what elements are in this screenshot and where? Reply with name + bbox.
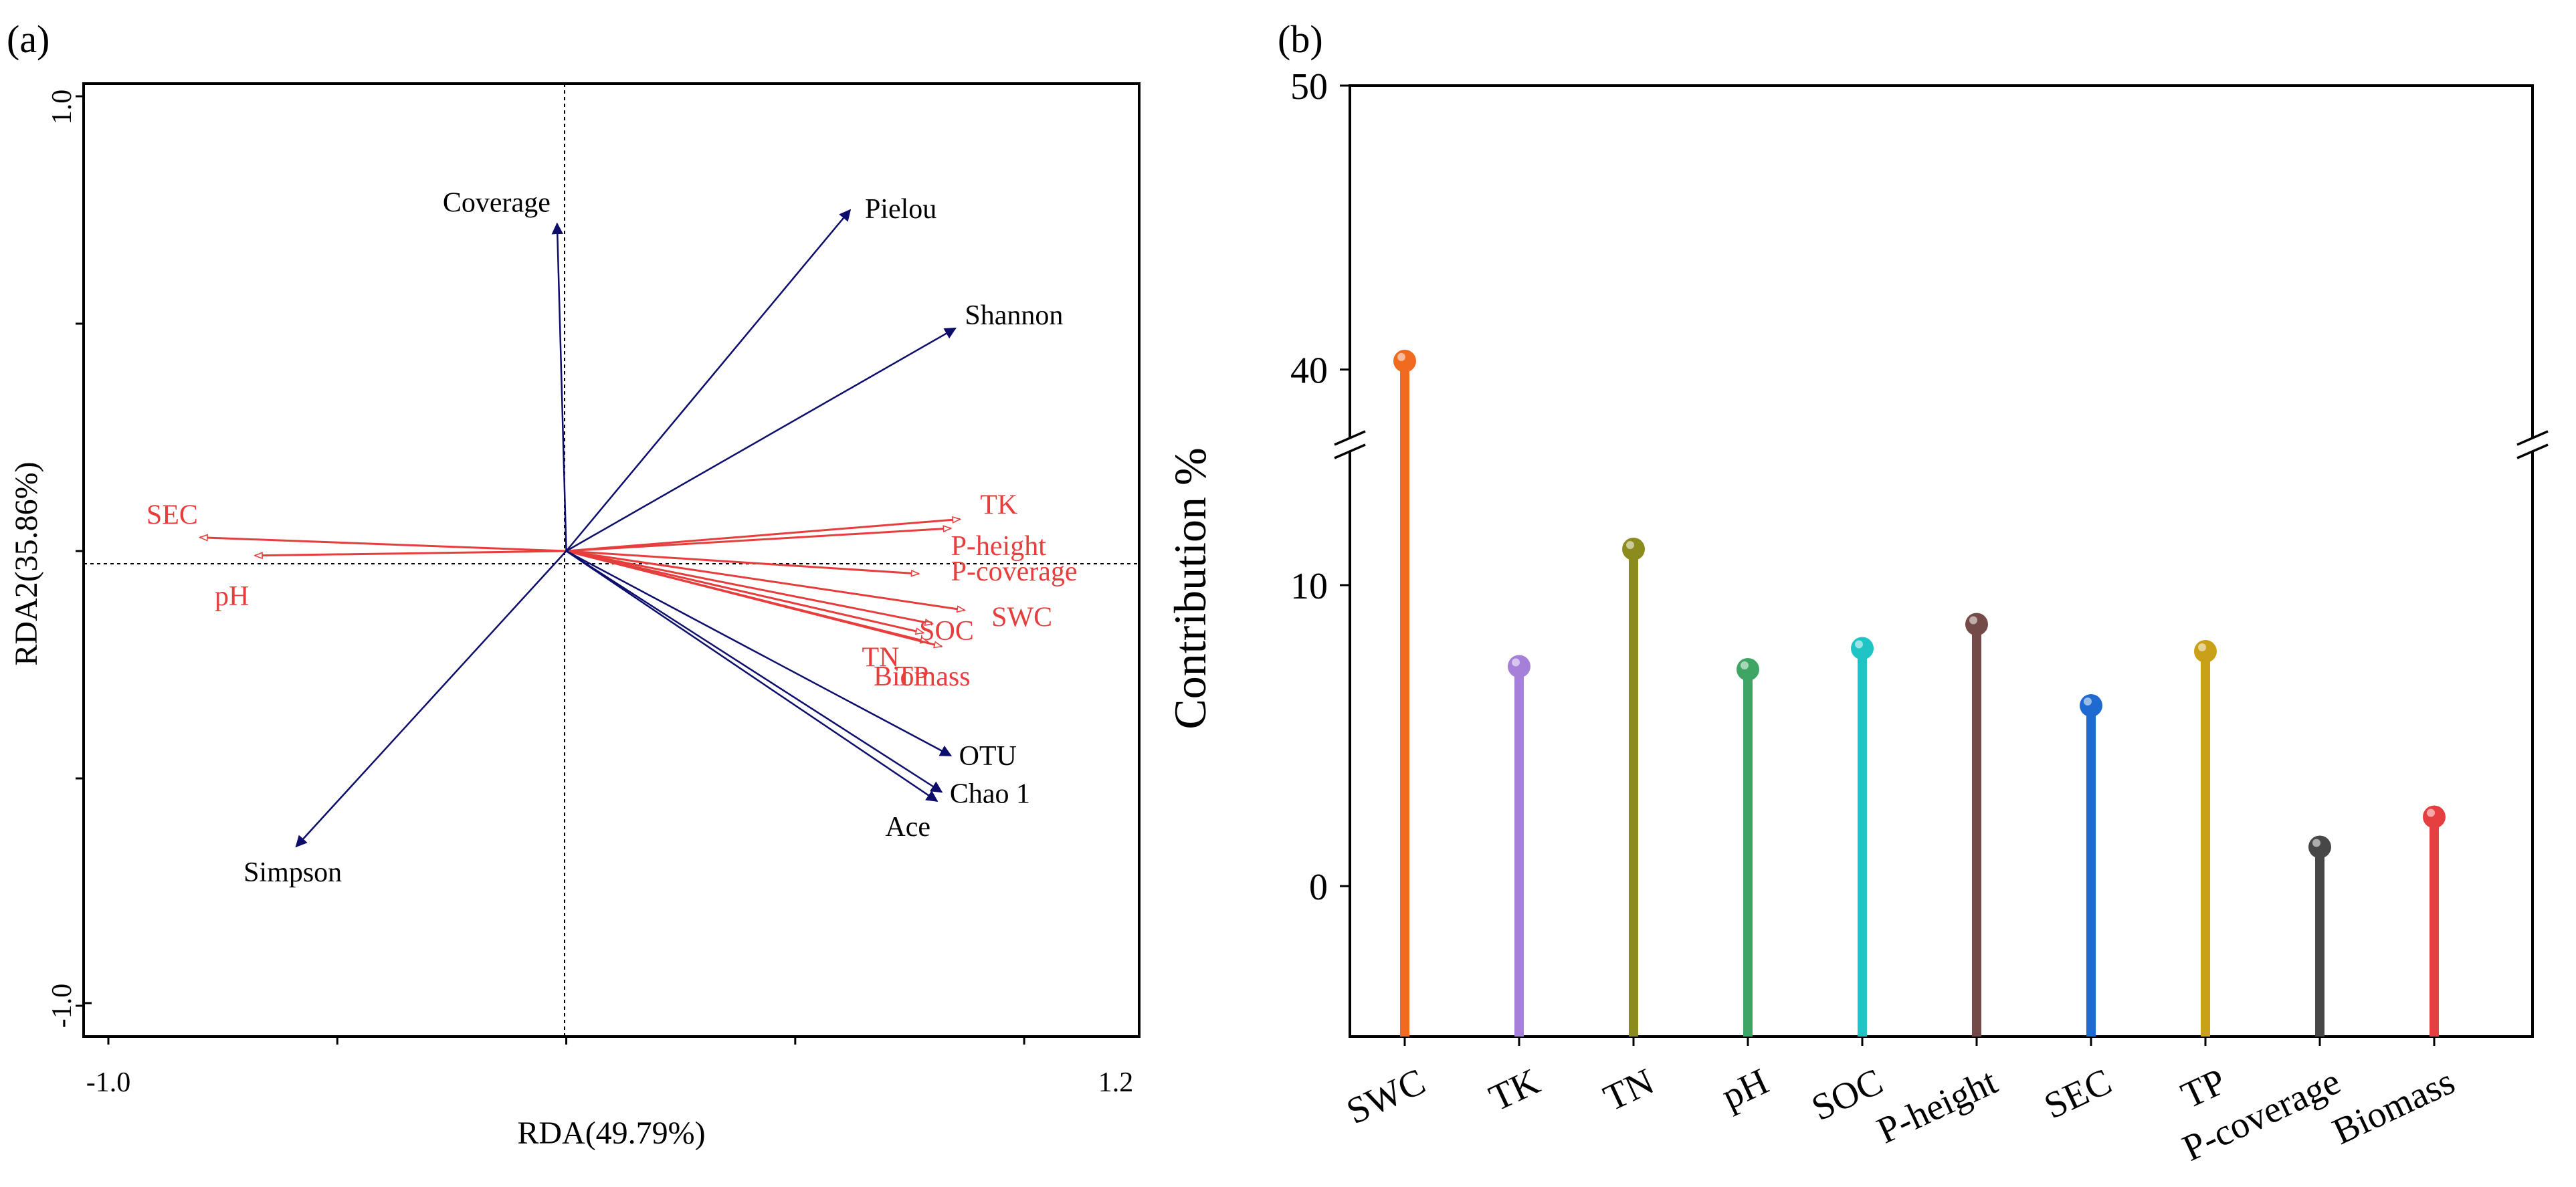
lollipop-head-p-height: [1965, 613, 1988, 636]
vector-tk: [566, 519, 961, 552]
x-axis-title: RDA(49.79%): [517, 1115, 705, 1151]
y-tick-label: 40: [1290, 350, 1328, 392]
category-label-biomass: Biomass: [2326, 1061, 2461, 1153]
lollipop-highlight-p-height: [1969, 616, 1977, 625]
vector-chao-1: [565, 550, 943, 793]
vector-label-simpson: Simpson: [243, 857, 342, 888]
vector-label-ph: pH: [215, 581, 249, 612]
axis-break-marks: [1334, 430, 2549, 459]
vector-biomass: [566, 550, 942, 647]
panel-b-frame-upper: [1349, 84, 2534, 438]
lollipop-head-soc: [1851, 637, 1874, 660]
y-axis-title: RDA2(35.86%): [9, 461, 44, 665]
vector-ace: [565, 550, 938, 802]
panel-a: (a) -1.0 1.2 1.0 -1.0 RDA(49.79%) RDA2(3…: [7, 17, 1141, 1151]
vector-label-swc: SWC: [991, 602, 1052, 633]
category-label-tk: TK: [1483, 1061, 1546, 1119]
y-tick-label-min: -1.0: [47, 984, 78, 1029]
category-label-ph: pH: [1716, 1061, 1775, 1117]
vector-p-height: [566, 528, 951, 552]
lollipop-highlight-tn: [1626, 541, 1634, 549]
vector-otu: [565, 550, 953, 757]
lollipop-highlight-sec: [2084, 697, 2092, 706]
lollipop-head-biomass: [2423, 805, 2446, 829]
vector-simpson: [295, 550, 567, 848]
vector-label-coverage: Coverage: [443, 187, 551, 218]
lollipop-highlight-ph: [1741, 661, 1749, 669]
lollipop-head-ph: [1737, 658, 1759, 681]
vector-label-p-coverage: P-coverage: [951, 556, 1078, 587]
panel-a-label: (a): [7, 17, 49, 61]
vector-pielou: [565, 209, 852, 552]
lollipop-head-tk: [1508, 655, 1530, 678]
vector-label-tk: TK: [980, 490, 1017, 520]
panel-b-y-ticks: 0 10 40 50: [1290, 66, 1350, 908]
x-tick-label-min: -1.0: [86, 1067, 131, 1098]
vector-label-chao-1: Chao 1: [950, 778, 1030, 809]
vector-swc: [566, 550, 965, 610]
vector-label-tp: TP: [896, 661, 928, 692]
lollipop-head-tn: [1622, 538, 1645, 560]
lollipop-highlight-tk: [1512, 658, 1520, 667]
lollipop-highlight-soc: [1855, 640, 1863, 649]
response-vectors: Coverage Pielou Shannon OTU Chao 1 Ace Simpson: [243, 187, 1063, 888]
panel-a-frame: [82, 82, 1141, 1038]
category-label-p-height: P-height: [1871, 1061, 2004, 1152]
lollipop-head-sec: [2080, 694, 2102, 717]
explanatory-vectors: SECpHTKP-heightP-coverageSWCSOCTNTPBioma…: [146, 490, 1078, 692]
y-tick-label: 0: [1309, 867, 1328, 908]
vector-label-p-height: P-height: [951, 531, 1047, 562]
category-label-tp: TP: [2175, 1061, 2232, 1117]
lollipop-series: [1393, 349, 2446, 1037]
category-label-tn: TN: [1597, 1061, 1660, 1119]
category-label-swc: SWC: [1341, 1061, 1431, 1132]
y-tick-label-max: 1.0: [47, 90, 78, 125]
lollipop-highlight-tp: [2198, 643, 2206, 651]
lollipop-head-p-coverage: [2308, 835, 2331, 859]
y-axis-title-b: Contribution %: [1165, 447, 1215, 729]
panel-b-label: (b): [1278, 17, 1323, 61]
vector-soc: [566, 550, 933, 624]
lollipop-highlight-p-coverage: [2312, 839, 2320, 847]
lollipop-highlight-swc: [1397, 352, 1405, 361]
x-tick-label-max: 1.2: [1098, 1067, 1134, 1098]
vector-label-sec: SEC: [146, 500, 198, 531]
lollipop-highlight-biomass: [2427, 808, 2435, 817]
vector-ph: [255, 550, 567, 556]
vector-label-ace: Ace: [885, 812, 930, 843]
vector-label-shannon: Shannon: [965, 300, 1063, 331]
vector-label-otu: OTU: [959, 741, 1017, 772]
vector-tn: [566, 550, 924, 633]
panel-a-ticks: [76, 95, 1025, 1045]
vector-label-biomass: Biomass: [874, 661, 971, 692]
category-label-sec: SEC: [2038, 1061, 2118, 1127]
panel-b-frame-lower: [1349, 451, 2534, 1038]
lollipop-head-swc: [1393, 349, 1416, 372]
lollipop-head-tp: [2194, 640, 2217, 663]
y-tick-label: 50: [1290, 66, 1328, 108]
y-tick-label: 10: [1290, 566, 1328, 607]
vector-sec: [200, 538, 567, 552]
vector-label-pielou: Pielou: [865, 194, 936, 225]
vector-shannon: [565, 327, 957, 552]
vector-p-coverage: [566, 550, 919, 574]
vector-coverage: [551, 222, 567, 552]
vector-label-tn: TN: [862, 642, 899, 673]
